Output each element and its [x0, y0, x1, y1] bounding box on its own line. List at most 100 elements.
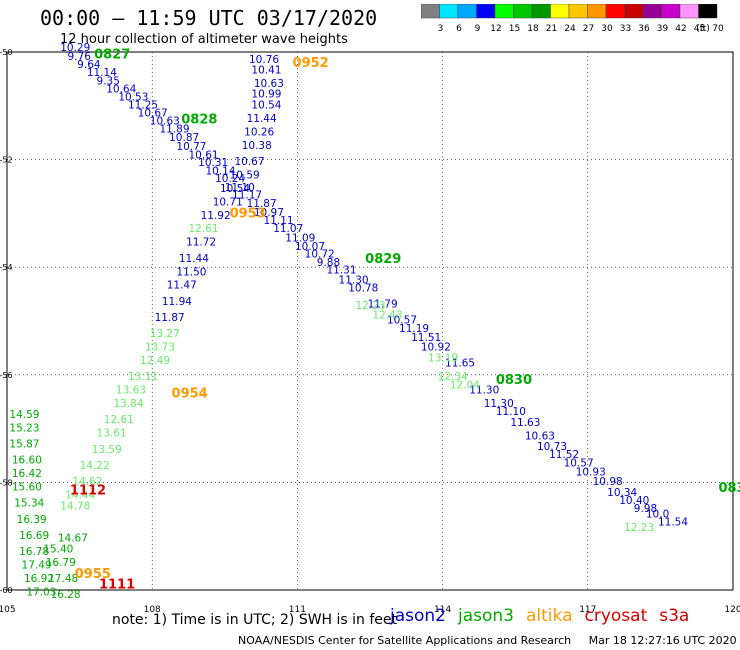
wave-height-value: 9.76: [68, 51, 92, 63]
wave-height-value: 11.07: [273, 223, 303, 235]
y-tick-label: -50: [0, 48, 13, 57]
wave-height-value: 10.98: [593, 476, 623, 488]
wave-height-value: 16.39: [17, 514, 47, 526]
wave-height-value: 10.67: [138, 108, 168, 120]
wave-height-value: 11.94: [162, 296, 192, 308]
wave-height-value: 9.35: [97, 75, 120, 87]
wave-height-value: 11.87: [155, 312, 185, 324]
wave-height-value: 14.78: [60, 500, 90, 512]
page-subtitle: 12 hour collection of altimeter wave hei…: [60, 32, 348, 47]
wave-height-value: 17.03: [26, 586, 56, 598]
wave-height-value: 10.87: [169, 132, 199, 144]
wave-height-value: 12.49: [140, 355, 170, 367]
wave-height-value: 11.25: [128, 99, 158, 111]
wave-height-value: 14.44: [65, 490, 95, 502]
y-tick-label: -58: [0, 478, 13, 487]
wave-height-value: 10.57: [387, 315, 417, 327]
wave-height-value: 11.14: [87, 67, 117, 79]
wave-height-value: 11.65: [445, 358, 475, 370]
wave-height-value: 16.28: [51, 589, 81, 601]
credit-org: NOAA/NESDIS Center for Satellite Applica…: [238, 634, 572, 647]
wave-height-value: 11.10: [225, 182, 255, 194]
wave-height-value: 10.24: [215, 173, 245, 185]
pass-time-label: 0955: [75, 567, 111, 582]
wave-height-value: 11.31: [326, 265, 356, 277]
wave-height-value: 12.23: [355, 300, 385, 312]
wave-height-value: 11.89: [159, 124, 189, 136]
wave-height-value: 12.04: [450, 379, 480, 391]
wave-height-value: 10.61: [189, 150, 219, 162]
wave-height-value: 13.84: [113, 398, 143, 410]
y-tick-label: -56: [0, 371, 13, 380]
pass-time-label: 0827: [94, 48, 130, 63]
wave-height-value: 11.54: [658, 516, 688, 528]
wave-height-value: 10.64: [106, 83, 136, 95]
wave-height-value: 14.62: [72, 476, 102, 488]
wave-height-value: 11.19: [399, 323, 429, 335]
footnote: note: 1) Time is in UTC; 2) SWH is in fe…: [112, 612, 398, 628]
wave-height-value: 11.52: [549, 449, 579, 461]
axis-tick-labels: 105 108 111 114 117 120 -50 -52 -54 -56 -58 -60: [0, 48, 740, 615]
wave-height-value: 11.47: [167, 280, 197, 292]
wave-height-value: 10.59: [230, 169, 260, 181]
wave-height-value: 16.79: [46, 557, 76, 569]
wave-height-value: 13.59: [92, 444, 122, 456]
colorbar-label: 18: [527, 24, 539, 34]
pass-time-label: 0831: [718, 481, 740, 496]
wave-height-value: 10.72: [305, 249, 335, 261]
colorbar-swatch: [698, 4, 718, 19]
wave-height-value: 11.63: [510, 417, 540, 429]
y-tick-label: -52: [0, 156, 13, 165]
colorbar-label: 42: [675, 24, 686, 34]
wave-height-value: 11.11: [264, 215, 294, 227]
wave-height-value: 11.50: [176, 266, 206, 278]
legend-s3a: s3a: [659, 606, 690, 626]
map-frame: [6, 51, 734, 591]
wave-height-value: 12.34: [438, 371, 468, 383]
pass-time-label: 1111: [99, 578, 135, 593]
wave-height-value: 10.99: [251, 89, 281, 101]
wave-height-value: 17.48: [48, 573, 78, 585]
wave-height-value: 10.0: [646, 508, 669, 520]
wave-height-value: 9.88: [317, 257, 340, 269]
x-tick-label: 120: [724, 605, 740, 615]
wave-height-value: 10.31: [198, 157, 228, 169]
wave-height-value: 10.38: [242, 140, 272, 152]
wave-height-value: 10.63: [525, 430, 555, 442]
wave-height-value: 10.63: [150, 116, 180, 128]
wave-height-value: 10.63: [254, 78, 284, 90]
wave-height-value: 10.77: [176, 141, 206, 153]
wave-height-value: 13.63: [116, 385, 146, 397]
wave-height-value: 10.40: [619, 495, 649, 507]
colorbar-label: 24: [564, 24, 576, 34]
wave-height-value: 16.42: [12, 468, 42, 480]
wave-height-value: 9.64: [77, 59, 101, 71]
credit-time: Mar 18 12:27:16 UTC 2020: [588, 634, 737, 647]
satellite-legend: jason2 jason3 altika cryosat s3a: [390, 606, 701, 626]
colorbar-label: 3: [438, 24, 444, 34]
wave-height-value: 10.92: [421, 342, 451, 354]
wave-height-value: 10.57: [564, 457, 594, 469]
pass-time-label: 0830: [496, 373, 532, 388]
wave-height-value: 11.92: [201, 210, 231, 222]
wave-height-value: 13.11: [128, 371, 158, 383]
colorbar-label: 21: [546, 24, 557, 34]
wave-height-value: 11.51: [411, 332, 441, 344]
wave-height-value: 16.69: [19, 530, 49, 542]
wave-height-value: 10.97: [254, 207, 284, 219]
wave-height-value: 13.61: [97, 428, 127, 440]
colorbar-label: 15: [509, 24, 520, 34]
page-title: 00:00 – 11:59 UTC 03/17/2020: [40, 6, 378, 30]
wave-height-value: 15.23: [9, 422, 39, 434]
wave-height-value: 11.09: [285, 232, 315, 244]
colorbar-unit: (ft): [696, 24, 710, 34]
x-tick-label: 114: [434, 605, 451, 615]
wave-height-value: 12.43: [372, 309, 402, 321]
wave-height-value: 15.60: [12, 481, 42, 493]
legend-jason3: jason3: [458, 606, 514, 626]
wave-height-value: 11.30: [469, 385, 499, 397]
wave-height-value: 10.73: [537, 441, 567, 453]
wave-height-value: 12.61: [189, 223, 219, 235]
wave-height-value: 10.71: [213, 196, 243, 208]
